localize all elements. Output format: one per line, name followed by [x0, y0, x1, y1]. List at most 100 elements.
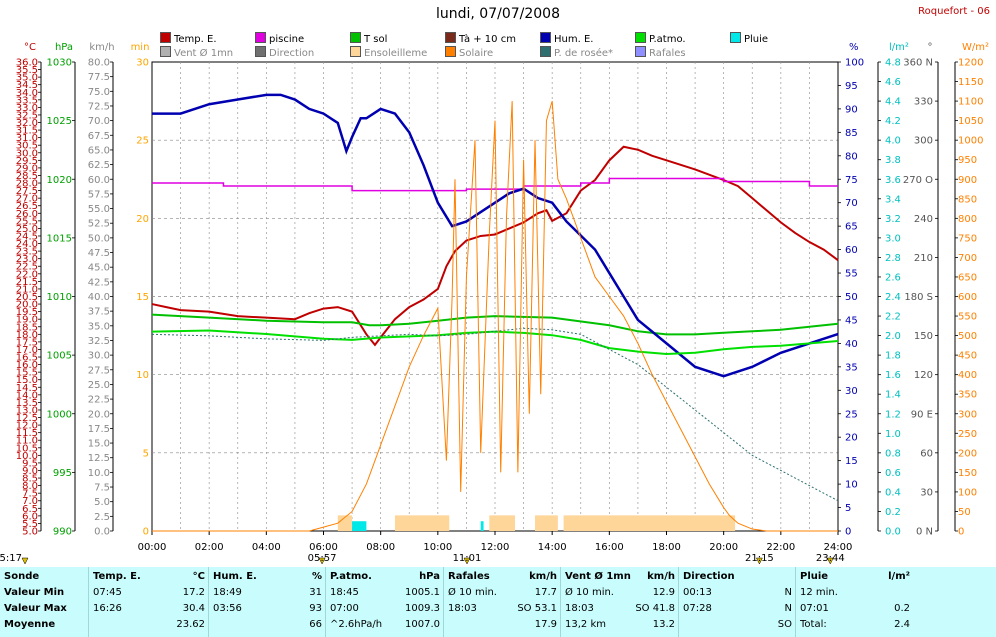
legend-swatch: [350, 46, 361, 57]
temp-axis-tick-label: 26.5: [16, 201, 38, 212]
wind-axis-tick-label: 47.5: [88, 248, 110, 259]
hum-axis-tick-label: 5: [845, 503, 851, 514]
legend-item: Temp. E.: [160, 32, 217, 45]
rain-axis-tick-label: 0.0: [885, 527, 901, 538]
hum-axis-tick-label: 60: [845, 245, 858, 256]
hum-axis-tick-label: 45: [845, 315, 858, 326]
time-tick-label: 00:00: [138, 542, 167, 553]
time-tick-label: 10:00: [423, 542, 452, 553]
temp-axis-tick-label: 13.5: [16, 398, 38, 409]
temp-axis-tick-label: 23.0: [16, 254, 38, 265]
temp-axis-tick-label: 8.5: [22, 474, 38, 485]
summary-header-label: Hum. E.: [213, 571, 257, 582]
summary-header-label: Vent Ø 1mn: [565, 571, 631, 582]
solar-axis-tick-label: 550: [958, 312, 977, 323]
hum-axis-tick-label: 0: [845, 527, 851, 538]
summary-header-label: Sonde: [4, 571, 40, 582]
summary-cell-value: 17.2: [182, 587, 205, 598]
summary-cell-time: Total:: [800, 619, 827, 630]
minutes-tick-label: 30: [136, 58, 149, 69]
legend-item: Rafales: [635, 46, 686, 59]
hum-axis-tick-label: 30: [845, 386, 858, 397]
summary-row: 23.62: [93, 619, 205, 633]
temp-axis-tick-label: 33.0: [16, 103, 38, 114]
wind-axis-tick-label: 5.0: [94, 497, 110, 508]
summary-cell-time: 07:28: [683, 603, 712, 614]
minutes-tick-label: 25: [136, 136, 149, 147]
wind-axis-tick-label: 22.5: [88, 395, 110, 406]
wind-axis-tick-label: 75.0: [88, 87, 110, 98]
wind-axis-tick-label: 45.0: [88, 263, 110, 274]
legend-item: Tà + 10 cm: [445, 32, 516, 45]
temp-axis-tick-label: 21.0: [16, 284, 38, 295]
press-axis-tick-label: 1015: [47, 233, 72, 244]
rain-axis-tick-label: 3.8: [885, 155, 901, 166]
wind-axis-tick-label: 7.5: [94, 483, 110, 494]
summary-cell-value: 93: [309, 603, 322, 614]
series-line: [152, 100, 838, 532]
summary-cell-value: 30.4: [182, 603, 205, 614]
summary-header-unit: km/h: [647, 571, 675, 582]
wind-axis-tick-label: 2.5: [94, 512, 110, 523]
dir-tick-label: 0 N: [916, 527, 933, 538]
series-line: [152, 93, 839, 378]
temp-axis-tick-label: 31.5: [16, 126, 38, 137]
legend-label: Temp. E.: [174, 34, 217, 45]
summary-header-label: P.atmo.: [330, 571, 372, 582]
legend-item: Hum. E.: [540, 32, 593, 45]
summary-row: 16:26 30.4: [93, 603, 205, 617]
temp-axis-tick-label: 34.0: [16, 88, 38, 99]
wind-axis-tick-label: 60.0: [88, 175, 110, 186]
legend-swatch: [445, 46, 456, 57]
wind-axis-tick-label: 52.5: [88, 219, 110, 230]
time-marker-label: 15:17: [0, 553, 22, 564]
legend-label: Direction: [269, 48, 315, 59]
rain-bar: [352, 521, 367, 531]
summary-header: Temp. E. °C: [93, 571, 205, 585]
wind-axis-tick-label: 77.5: [88, 72, 110, 83]
summary-header: Rafales km/h: [448, 571, 557, 585]
summary-column: Rafales km/h Ø 10 min. 17.7 18:03 SO 53.1 17.9: [443, 567, 561, 637]
temp-axis-tick-label: 9.0: [22, 466, 38, 477]
rain-axis-tick-label: 1.0: [885, 429, 901, 440]
temp-axis-tick-label: 29.5: [16, 156, 38, 167]
summary-cell-time: 03:56: [213, 603, 242, 614]
solar-axis-tick-label: 950: [958, 155, 977, 166]
legend-swatch: [255, 32, 266, 43]
solar-axis-tick-label: 0: [958, 527, 964, 538]
dir-tick-label: 150: [914, 331, 933, 342]
wind-axis-tick-label: 0.0: [94, 527, 110, 538]
legend-item: Pluie: [730, 32, 768, 45]
temp-axis-tick-label: 15.0: [16, 375, 38, 386]
wind-axis-tick-label: 72.5: [88, 101, 110, 112]
summary-column: P.atmo. hPa 18:45 1005.1 07:00 1009.3 ^2.6hPa/…: [325, 567, 444, 637]
summary-header: Direction: [683, 571, 792, 585]
temp-axis-tick-label: 22.0: [16, 269, 38, 280]
rain-axis-tick-label: 1.6: [885, 370, 901, 381]
summary-cell-value: 1007.0: [405, 619, 440, 630]
wind-axis-tick-label: 10.0: [88, 468, 110, 479]
legend-swatch: [445, 32, 456, 43]
summary-header-label: Direction: [683, 571, 735, 582]
summary-header: Vent Ø 1mn km/h: [565, 571, 675, 585]
rain-axis-tick-label: 1.8: [885, 351, 901, 362]
hum-axis-unit: %: [849, 42, 859, 53]
temp-axis-tick-label: 26.0: [16, 209, 38, 220]
rain-bar: [480, 521, 484, 531]
minutes-tick-label: 5: [143, 448, 149, 459]
temp-axis-tick-label: 20.5: [16, 292, 38, 303]
rain-axis-tick-label: 2.6: [885, 272, 901, 283]
temp-axis-tick-label: 20.0: [16, 300, 38, 311]
sunshine-bar: [337, 515, 353, 531]
temp-axis-tick-label: 10.0: [16, 451, 38, 462]
legend-swatch: [635, 32, 646, 43]
summary-row-label: Valeur Min: [4, 587, 65, 598]
hum-axis-tick-label: 80: [845, 151, 858, 162]
rain-axis-tick-label: 2.4: [885, 292, 901, 303]
summary-cell-time: 13,2 km: [565, 619, 606, 630]
wind-axis-tick-label: 37.5: [88, 307, 110, 318]
time-marker-label: 23:44: [816, 553, 845, 564]
time-tick-label: 06:00: [309, 542, 338, 553]
summary-header-unit: %: [311, 571, 322, 582]
temp-axis-tick-label: 27.0: [16, 194, 38, 205]
